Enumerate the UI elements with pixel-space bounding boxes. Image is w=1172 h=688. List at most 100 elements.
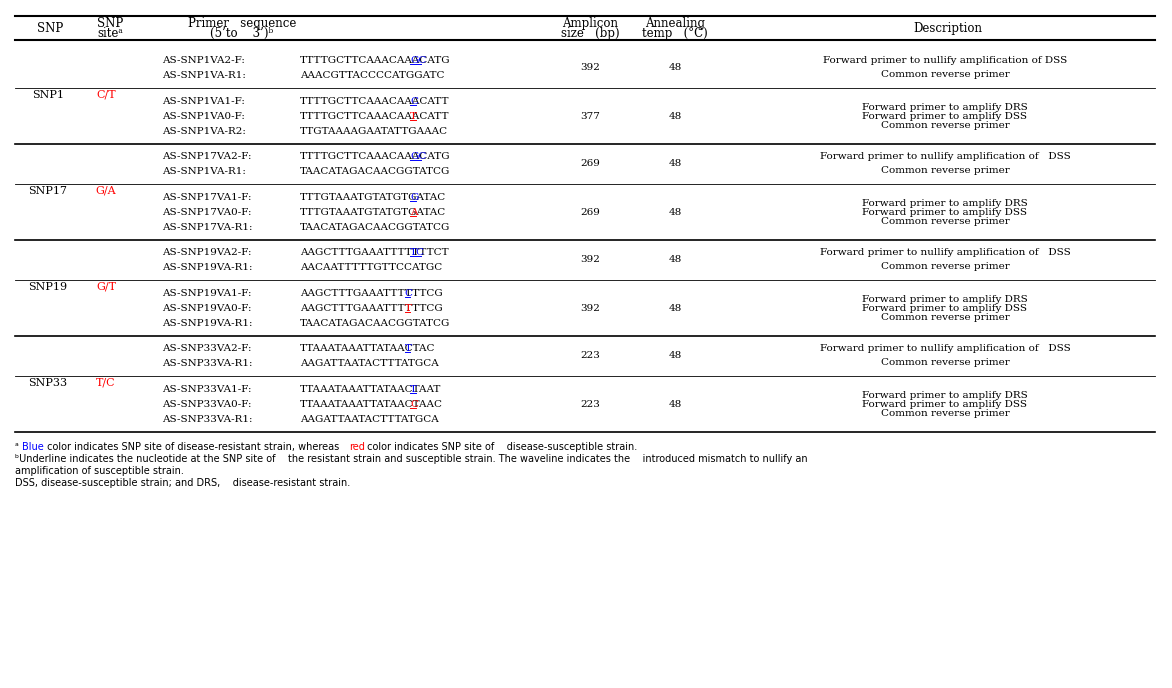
- Text: AS-SNP1VA-R1:: AS-SNP1VA-R1:: [162, 71, 246, 80]
- Text: color indicates SNP site of disease-resistant strain, whereas: color indicates SNP site of disease-resi…: [45, 442, 342, 452]
- Text: AS-SNP17VA-R1:: AS-SNP17VA-R1:: [162, 224, 252, 233]
- Text: 392: 392: [580, 63, 600, 72]
- Text: AS-SNP17VA1-F:: AS-SNP17VA1-F:: [162, 193, 252, 202]
- Text: T: T: [404, 344, 411, 353]
- Text: AS-SNP19VA0-F:: AS-SNP19VA0-F:: [162, 304, 252, 313]
- Text: SNP19: SNP19: [28, 281, 68, 292]
- Text: DSS, disease-susceptible strain; and DRS,    disease-resistant strain.: DSS, disease-susceptible strain; and DRS…: [15, 478, 350, 488]
- Text: AS-SNP33VA-R1:: AS-SNP33VA-R1:: [162, 359, 252, 368]
- Text: Forward primer to amplify DSS: Forward primer to amplify DSS: [863, 208, 1028, 217]
- Text: Common reverse primer: Common reverse primer: [880, 166, 1009, 175]
- Text: 269: 269: [580, 158, 600, 167]
- Text: TTTGTAAATGTATGTGATAC: TTTGTAAATGTATGTGATAC: [300, 208, 447, 217]
- Text: TAACATAGACAACGGTATCG: TAACATAGACAACGGTATCG: [300, 167, 450, 176]
- Text: Common reverse primer: Common reverse primer: [880, 69, 1009, 78]
- Text: AS-SNP17VA2-F:: AS-SNP17VA2-F:: [162, 151, 252, 161]
- Text: TAACATAGACAACGGTATCG: TAACATAGACAACGGTATCG: [300, 319, 450, 328]
- Text: AS-SNP33VA0-F:: AS-SNP33VA0-F:: [162, 400, 252, 409]
- Text: Forward primer to amplify DRS: Forward primer to amplify DRS: [863, 103, 1028, 111]
- Text: Forward primer to amplify DSS: Forward primer to amplify DSS: [863, 400, 1028, 409]
- Text: TTTGTAAATGTATGTGATAC: TTTGTAAATGTATGTGATAC: [300, 193, 447, 202]
- Text: Description: Description: [913, 21, 982, 34]
- Text: Blue: Blue: [22, 442, 43, 452]
- Text: Forward primer to amplify DSS: Forward primer to amplify DSS: [863, 111, 1028, 120]
- Text: SNP1: SNP1: [32, 89, 64, 100]
- Text: Common reverse primer: Common reverse primer: [880, 217, 1009, 226]
- Text: AS-SNP19VA1-F:: AS-SNP19VA1-F:: [162, 289, 252, 298]
- Text: 223: 223: [580, 350, 600, 360]
- Text: 223: 223: [580, 400, 600, 409]
- Text: TTAAATAAATTATAACTAC: TTAAATAAATTATAACTAC: [300, 344, 436, 353]
- Text: C: C: [404, 289, 413, 298]
- Text: 269: 269: [580, 208, 600, 217]
- Text: Forward primer to nullify amplification of DSS: Forward primer to nullify amplification …: [823, 56, 1068, 65]
- Text: GC: GC: [410, 151, 427, 161]
- Text: AS-SNP19VA-R1:: AS-SNP19VA-R1:: [162, 263, 252, 272]
- Text: TTGTAAAAGAATATTGAAAC: TTGTAAAAGAATATTGAAAC: [300, 127, 448, 136]
- Text: AS-SNP1VA-R2:: AS-SNP1VA-R2:: [162, 127, 246, 136]
- Text: SNP17: SNP17: [28, 186, 68, 195]
- Text: T/C: T/C: [96, 378, 116, 387]
- Text: Amplicon: Amplicon: [563, 17, 618, 30]
- Text: red: red: [349, 442, 364, 452]
- Text: TTTTGCTTCAAACAAACATT: TTTTGCTTCAAACAAACATT: [300, 112, 450, 121]
- Text: AS-SNP1VA1-F:: AS-SNP1VA1-F:: [162, 97, 245, 106]
- Text: color indicates SNP site of    disease-susceptible strain.: color indicates SNP site of disease-susc…: [364, 442, 638, 452]
- Text: Forward primer to amplify DRS: Forward primer to amplify DRS: [863, 294, 1028, 303]
- Text: ᵇUnderline indicates the nucleotide at the SNP site of    the resistant strain a: ᵇUnderline indicates the nucleotide at t…: [15, 454, 808, 464]
- Text: AAGCTTTGAAATTTTTTCG: AAGCTTTGAAATTTTTTCG: [300, 289, 443, 298]
- Text: Forward primer to amplify DRS: Forward primer to amplify DRS: [863, 199, 1028, 208]
- Text: 48: 48: [668, 111, 682, 120]
- Text: A: A: [410, 208, 417, 217]
- Text: 48: 48: [668, 400, 682, 409]
- Text: TTTTGCTTCAAACAAACATG: TTTTGCTTCAAACAAACATG: [300, 151, 450, 161]
- Text: Forward primer to nullify amplification of   DSS: Forward primer to nullify amplification …: [819, 151, 1070, 160]
- Text: T: T: [410, 385, 417, 394]
- Text: siteᵃ: siteᵃ: [97, 27, 123, 39]
- Text: TTAAATAAATTATAACTAAC: TTAAATAAATTATAACTAAC: [300, 400, 443, 409]
- Text: Common reverse primer: Common reverse primer: [880, 358, 1009, 367]
- Text: 48: 48: [668, 158, 682, 167]
- Text: C: C: [410, 400, 418, 409]
- Text: TAACATAGACAACGGTATCG: TAACATAGACAACGGTATCG: [300, 224, 450, 233]
- Text: amplification of susceptible strain.: amplification of susceptible strain.: [15, 466, 184, 476]
- Text: TTTTGCTTCAAACAAACATT: TTTTGCTTCAAACAAACATT: [300, 97, 450, 106]
- Text: Common reverse primer: Common reverse primer: [880, 312, 1009, 321]
- Text: AAGCTTTGAAATTTTTTTCT: AAGCTTTGAAATTTTTTTCT: [300, 248, 449, 257]
- Text: size   (bp): size (bp): [560, 27, 619, 39]
- Text: G/T: G/T: [96, 281, 116, 292]
- Text: (5’to    3’)ᵇ: (5’to 3’)ᵇ: [211, 27, 273, 39]
- Text: AS-SNP17VA0-F:: AS-SNP17VA0-F:: [162, 208, 252, 217]
- Text: Forward primer to nullify amplification of   DSS: Forward primer to nullify amplification …: [819, 248, 1070, 257]
- Text: C: C: [410, 97, 418, 106]
- Text: T: T: [404, 304, 411, 313]
- Text: AS-SNP1VA-R1:: AS-SNP1VA-R1:: [162, 167, 246, 176]
- Text: AAGATTAATACTTTATGCA: AAGATTAATACTTTATGCA: [300, 359, 438, 368]
- Text: TTTTGCTTCAAACAAACATG: TTTTGCTTCAAACAAACATG: [300, 56, 450, 65]
- Text: SNP: SNP: [97, 17, 123, 30]
- Text: Forward primer to amplify DSS: Forward primer to amplify DSS: [863, 303, 1028, 312]
- Text: Annealing: Annealing: [645, 17, 706, 30]
- Text: 48: 48: [668, 208, 682, 217]
- Text: AS-SNP33VA2-F:: AS-SNP33VA2-F:: [162, 344, 252, 353]
- Text: Common reverse primer: Common reverse primer: [880, 409, 1009, 418]
- Text: Forward primer to nullify amplification of   DSS: Forward primer to nullify amplification …: [819, 343, 1070, 352]
- Text: SNP: SNP: [36, 21, 63, 34]
- Text: AS-SNP1VA0-F:: AS-SNP1VA0-F:: [162, 112, 245, 121]
- Text: Common reverse primer: Common reverse primer: [880, 261, 1009, 270]
- Text: G/A: G/A: [96, 186, 116, 195]
- Text: temp   (°C): temp (°C): [642, 27, 708, 39]
- Text: AACAATTTTTGTTCCATGC: AACAATTTTTGTTCCATGC: [300, 263, 442, 272]
- Text: 48: 48: [668, 350, 682, 360]
- Text: TTAAATAAATTATAACTAAT: TTAAATAAATTATAACTAAT: [300, 385, 442, 394]
- Text: AAACGTTACCCCATGGATC: AAACGTTACCCCATGGATC: [300, 71, 444, 80]
- Text: AS-SNP19VA-R1:: AS-SNP19VA-R1:: [162, 319, 252, 328]
- Text: TC: TC: [410, 248, 425, 257]
- Text: Common reverse primer: Common reverse primer: [880, 120, 1009, 129]
- Text: 48: 48: [668, 255, 682, 264]
- Text: AS-SNP1VA2-F:: AS-SNP1VA2-F:: [162, 56, 245, 65]
- Text: ᵃ: ᵃ: [15, 442, 19, 452]
- Text: C/T: C/T: [96, 89, 116, 100]
- Text: SNP33: SNP33: [28, 378, 68, 387]
- Text: Forward primer to amplify DRS: Forward primer to amplify DRS: [863, 391, 1028, 400]
